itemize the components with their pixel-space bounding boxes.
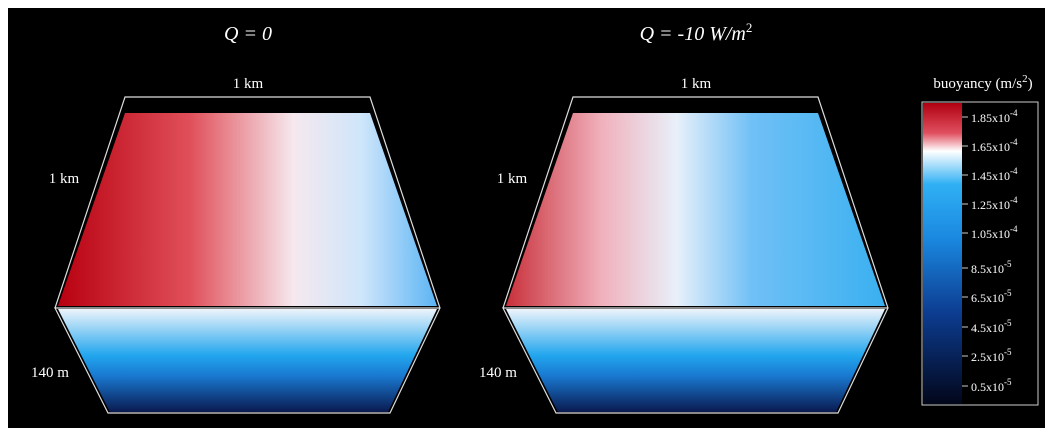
tick-base: 1.65x10 (971, 140, 1010, 154)
colorbar-title-text: buoyancy (m/s (933, 76, 1022, 92)
panel-title-text: Q = 0 (224, 23, 272, 45)
side-edge-label: 1 km (497, 171, 528, 187)
colorbar-title: buoyancy (m/s2) (933, 73, 1032, 92)
panel-title: Q = -10 W/m2 (640, 20, 753, 45)
side-face (58, 309, 437, 412)
tick-exp: -4 (1010, 166, 1018, 176)
tick-exp: -5 (1004, 377, 1012, 387)
tick-base: 1.85x10 (971, 111, 1010, 125)
tick-exp: -4 (1010, 224, 1018, 234)
tick-base: 1.05x10 (971, 227, 1010, 241)
depth-edge-label: 140 m (479, 365, 517, 381)
tick-base: 4.5x10 (971, 321, 1004, 335)
tick-base: 1.45x10 (971, 169, 1010, 183)
tick-exp: -5 (1004, 318, 1012, 328)
tick-base: 0.5x10 (971, 380, 1004, 394)
tick-exp: -4 (1010, 195, 1018, 205)
figure: Q = 0 1 km 1 km 140 m Q = -10 W/m2 1 km 1 km 14… (0, 0, 1053, 435)
top-edge-label: 1 km (233, 76, 264, 92)
depth-edge-label: 140 m (31, 365, 69, 381)
panel-title-sup: 2 (746, 20, 753, 35)
tick-base: 8.5x10 (971, 262, 1004, 276)
panel-title: Q = 0 (224, 23, 272, 45)
tick-base: 1.25x10 (971, 198, 1010, 212)
top-edge-label: 1 km (681, 76, 712, 92)
tick-exp: -5 (1004, 259, 1012, 269)
tick-base: 2.5x10 (971, 350, 1004, 364)
panel-title-text: Q = -10 W/m (640, 23, 746, 45)
side-face (506, 309, 885, 412)
tick-exp: -5 (1004, 288, 1012, 298)
side-edge-label: 1 km (49, 171, 80, 187)
tick-exp: -4 (1010, 108, 1018, 118)
tick-exp: -4 (1010, 137, 1018, 147)
colorbar (923, 103, 962, 404)
colorbar-title-end: ) (1028, 76, 1033, 92)
tick-base: 6.5x10 (971, 291, 1004, 305)
tick-exp: -5 (1004, 347, 1012, 357)
